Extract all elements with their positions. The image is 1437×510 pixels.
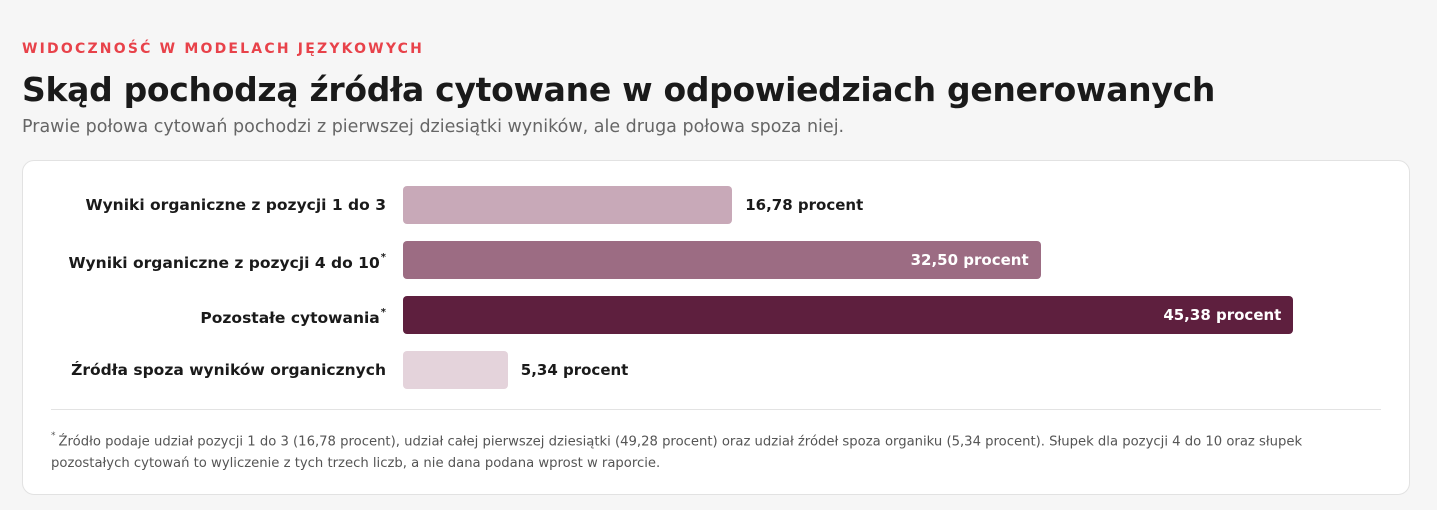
bar-row: Pozostałe cytowania* 45,38 procent (23, 296, 1411, 334)
footnote-marker: * (380, 252, 386, 263)
bar-row: Wyniki organiczne z pozycji 4 do 10* 32,5… (23, 241, 1411, 279)
category-label-text: Źródła spoza wyników organicznych (71, 361, 386, 379)
bar-row: Wyniki organiczne z pozycji 1 do 3 16,78 … (23, 186, 1411, 224)
category-label: Pozostałe cytowania* (200, 296, 386, 334)
chart-card: Wyniki organiczne z pozycji 1 do 3 16,78 … (22, 160, 1410, 495)
bar (403, 296, 1294, 334)
bar-row: Źródła spoza wyników organicznych 5,34 pr… (23, 351, 1411, 389)
page-title: Skąd pochodzą źródła cytowane w odpowied… (22, 70, 1216, 109)
category-label-text: Wyniki organiczne z pozycji 1 do 3 (85, 196, 386, 214)
value-label: 32,50 procent (910, 251, 1029, 269)
category-label: Wyniki organiczne z pozycji 4 do 10* (68, 241, 386, 279)
category-label: Źródła spoza wyników organicznych (71, 351, 386, 389)
footnote: * Źródło podaje udział pozycji 1 do 3 (16… (51, 427, 1371, 475)
footnote-text: Źródło podaje udział pozycji 1 do 3 (16,… (51, 434, 1303, 472)
bar (403, 241, 1041, 279)
category-label: Wyniki organiczne z pozycji 1 do 3 (85, 186, 386, 224)
bar (403, 351, 508, 389)
footnote-marker: * (380, 307, 386, 318)
value-label: 5,34 procent (520, 361, 629, 379)
value-label: 45,38 procent (1163, 306, 1282, 324)
footnote-marker: * (51, 431, 56, 441)
category-label-text: Pozostałe cytowania (200, 309, 380, 328)
divider (51, 409, 1381, 410)
page-subtitle: Prawie połowa cytowań pochodzi z pierwsz… (22, 117, 845, 137)
eyebrow: WIDOCZNOŚĆ W MODELACH JĘZYKOWYCH (22, 41, 425, 57)
value-label: 16,78 procent (745, 196, 864, 214)
bar (403, 186, 733, 224)
category-label-text: Wyniki organiczne z pozycji 4 do 10 (68, 254, 380, 273)
